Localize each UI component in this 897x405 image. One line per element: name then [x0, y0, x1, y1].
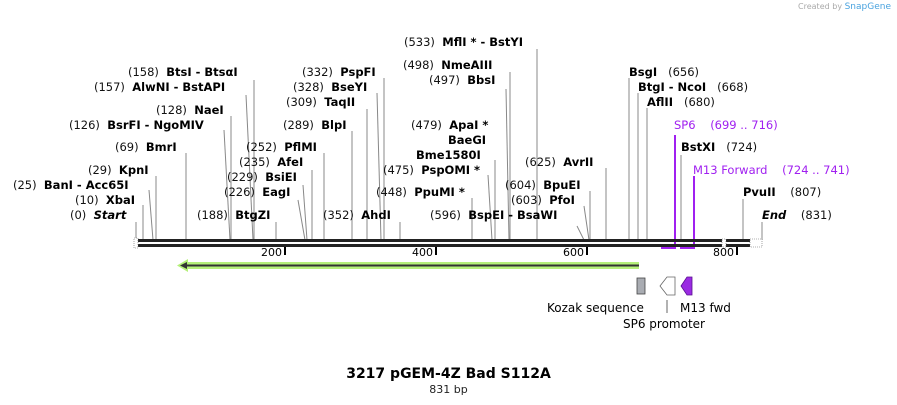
orf-arrow — [177, 259, 639, 272]
m13-fwd-feature[interactable] — [680, 276, 693, 296]
site-kpni[interactable]: (29) KpnI — [88, 163, 149, 177]
site-start[interactable]: (0) Start — [70, 208, 127, 222]
site-pspfi[interactable]: (332) PspFI — [302, 65, 376, 79]
site-pflmi[interactable]: (252) PflMI — [246, 140, 317, 154]
feature-label-kozak[interactable]: Kozak sequence — [547, 301, 644, 315]
site-bsrfi-ngomiv[interactable]: (126) BsrFI - NgoMIV — [69, 118, 204, 132]
snapgene-logo: SnapGene — [844, 2, 891, 12]
site-end[interactable]: End (831) — [762, 208, 832, 222]
site-bsgi[interactable]: BsgI (656) — [629, 65, 700, 79]
site-bpuei[interactable]: (604) BpuEI — [505, 178, 581, 192]
site-baegi[interactable]: BaeGI — [448, 133, 487, 147]
site-bseyi[interactable]: (328) BseYI — [293, 80, 368, 94]
site-bstxi[interactable]: BstXI (724) — [681, 140, 758, 154]
site-bani-acc65i[interactable]: (25) BanI - Acc65I — [13, 178, 129, 192]
feature-label-m13-fwd[interactable]: M13 fwd — [680, 301, 731, 315]
site-naei[interactable]: (128) NaeI — [156, 103, 224, 117]
site-avrii[interactable]: (625) AvrII — [525, 155, 594, 169]
ruler-ticks — [284, 247, 738, 255]
site-bmri[interactable]: (69) BmrI — [115, 140, 177, 154]
tick-label-400: 400 — [412, 246, 433, 259]
site-btgi-ncoi[interactable]: BtgI - NcoI (668) — [638, 80, 749, 94]
site-mfli-bstyi[interactable]: (533) MflI * - BstYI — [404, 35, 524, 49]
site-afei[interactable]: (235) AfeI — [239, 155, 304, 169]
primer-sp6[interactable]: SP6 (699 .. 716) — [674, 118, 778, 132]
tick-label-200: 200 — [261, 246, 282, 259]
site-bsiei[interactable]: (229) BsiEI — [227, 170, 297, 184]
site-ppumi[interactable]: (448) PpuMI * — [376, 185, 465, 199]
site-ahdi[interactable]: (352) AhdI — [323, 208, 391, 222]
site-taqii[interactable]: (309) TaqII — [286, 95, 356, 109]
site-blpi[interactable]: (289) BlpI — [283, 118, 347, 132]
site-btgzi[interactable]: (188) BtgZI — [197, 208, 271, 222]
site-eagi[interactable]: (226) EagI — [224, 185, 291, 199]
site-bme1580i[interactable]: Bme1580I — [416, 148, 481, 162]
site-apai[interactable]: (479) ApaI * — [411, 118, 489, 132]
site-pfoi[interactable]: (603) PfoI — [511, 193, 575, 207]
feature-label-sp6-promoter[interactable]: SP6 promoter — [623, 317, 705, 331]
site-leader-lines — [135, 49, 763, 241]
site-bbsi[interactable]: (497) BbsI — [429, 73, 496, 87]
site-aflii[interactable]: AflII (680) — [647, 95, 715, 109]
dna-backbone — [133, 237, 763, 249]
site-alwni-bstapi[interactable]: (157) AlwNI - BstAPI — [94, 80, 226, 94]
site-xbai[interactable]: (10) XbaI — [75, 193, 136, 207]
site-pspomi[interactable]: (475) PspOMI * — [383, 163, 481, 177]
snapgene-credit: Created by SnapGene — [798, 2, 891, 12]
map-length: 831 bp — [429, 383, 468, 396]
primer-markers — [661, 135, 695, 249]
tick-label-600: 600 — [563, 246, 584, 259]
site-btsi-btsai[interactable]: (158) BtsI - BtsαI — [128, 65, 238, 79]
primer-m13-forward[interactable]: M13 Forward (724 .. 741) — [693, 163, 850, 177]
tick-label-800: 800 — [713, 246, 734, 259]
site-pvuii[interactable]: PvuII (807) — [743, 185, 822, 199]
site-bspei-bsawi[interactable]: (596) BspEI - BsaWI — [430, 208, 558, 222]
sp6-promoter-feature[interactable] — [659, 276, 676, 296]
site-nmeaiii[interactable]: (498) NmeAIII — [403, 58, 493, 72]
map-title: 3217 pGEM-4Z Bad S112A — [346, 366, 551, 382]
kozak-feature[interactable] — [636, 277, 646, 295]
